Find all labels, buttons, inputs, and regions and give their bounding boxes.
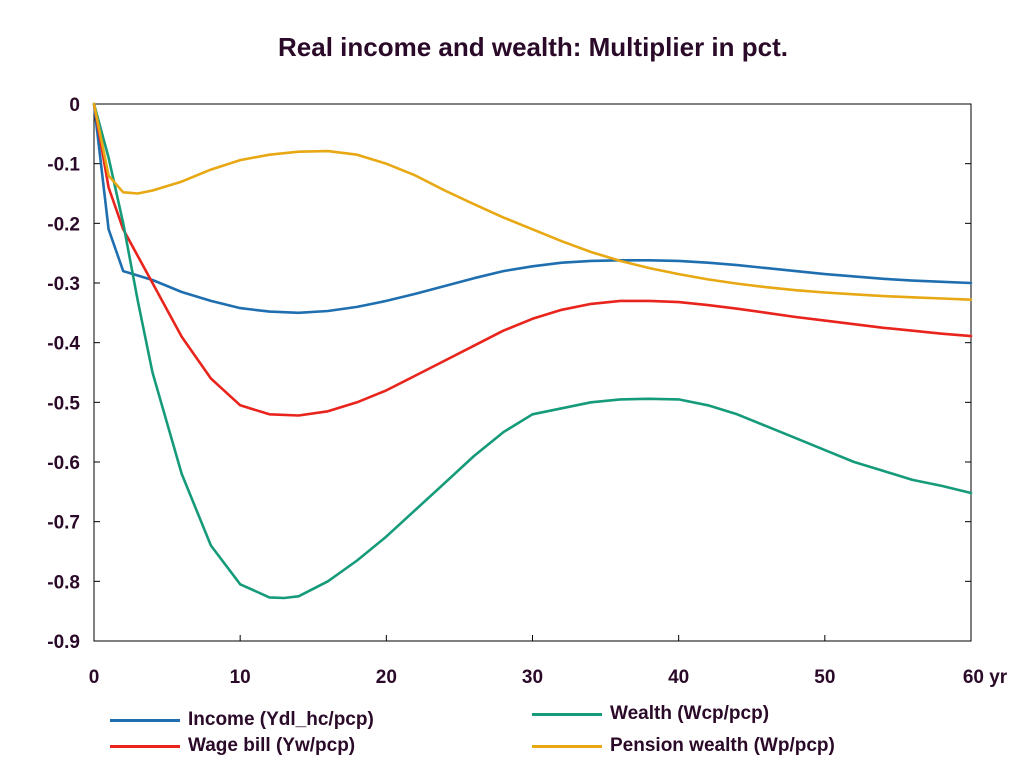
y-tick-label: -0.9 — [47, 632, 80, 653]
y-tick-label: -0.6 — [47, 453, 80, 474]
plot-area — [93, 103, 972, 642]
series-line-income-0 — [92, 102, 973, 315]
axis-ticks — [93, 103, 972, 642]
series-line-wealth-2 — [92, 102, 973, 600]
y-tick-label: -0.5 — [47, 393, 80, 414]
x-tick-label: 60 yr — [963, 667, 1008, 688]
x-tick-label: 50 — [814, 667, 835, 688]
y-axis-tick-labels: 0 -0.1 -0.2 -0.3 -0.4 -0.5 -0.6 -0.7 -0.8 -0.9 — [47, 95, 80, 653]
x-tick-label: 30 — [522, 667, 543, 688]
x-tick-label: 0 — [89, 667, 100, 688]
y-tick-label: -0.1 — [47, 155, 80, 176]
y-tick-label: -0.4 — [47, 334, 80, 355]
plot-border — [93, 103, 972, 642]
series-line-wage-1 — [92, 102, 973, 417]
y-tick-label: -0.2 — [47, 214, 80, 235]
x-tick-label: 40 — [668, 667, 689, 688]
series-lines — [92, 102, 973, 600]
y-tick-label: 0 — [69, 95, 80, 116]
chart-title: Real income and wealth: Multiplier in pc… — [278, 32, 788, 62]
y-tick-label: -0.3 — [47, 274, 80, 295]
x-tick-label: 20 — [376, 667, 397, 688]
x-axis-tick-labels: 0 10 20 30 40 50 60 yr — [89, 667, 1008, 688]
x-tick-label: 10 — [230, 667, 251, 688]
series-line-pension-3 — [92, 102, 973, 302]
y-tick-label: -0.7 — [47, 513, 80, 534]
y-tick-label: -0.8 — [47, 572, 80, 593]
